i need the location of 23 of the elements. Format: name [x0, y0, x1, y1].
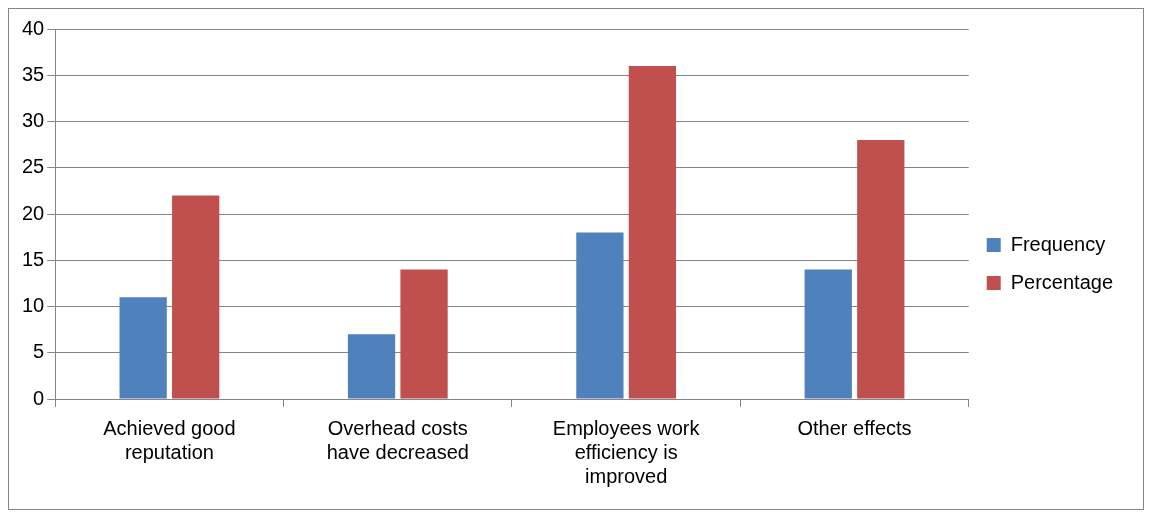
bar	[172, 195, 220, 399]
bar	[347, 334, 396, 399]
bar	[857, 140, 905, 399]
y-tick-label: 5	[33, 340, 45, 363]
x-tick-label: Achieved good reputation	[103, 416, 236, 463]
y-tick-label: 25	[22, 155, 45, 178]
y-tick-label: 15	[22, 247, 45, 270]
x-tick-label: Employees work efficiency is improved	[552, 416, 701, 487]
y-tick-label: 40	[22, 16, 45, 39]
y-tick-label: 30	[22, 109, 45, 132]
x-tick-label: Other effects	[797, 416, 912, 439]
legend-label: Percentage	[1010, 270, 1113, 293]
bar	[576, 232, 624, 399]
y-tick-label: 20	[22, 201, 45, 224]
legend-label: Frequency	[1010, 232, 1106, 255]
bar	[804, 269, 852, 399]
bar	[628, 66, 677, 399]
y-tick-label: 35	[22, 62, 45, 85]
y-tick-label: 0	[33, 386, 45, 409]
y-tick-label: 10	[22, 294, 45, 317]
bar	[119, 297, 167, 399]
bar	[400, 269, 448, 399]
x-tick-label: Overhead costs have decreased	[326, 416, 469, 463]
